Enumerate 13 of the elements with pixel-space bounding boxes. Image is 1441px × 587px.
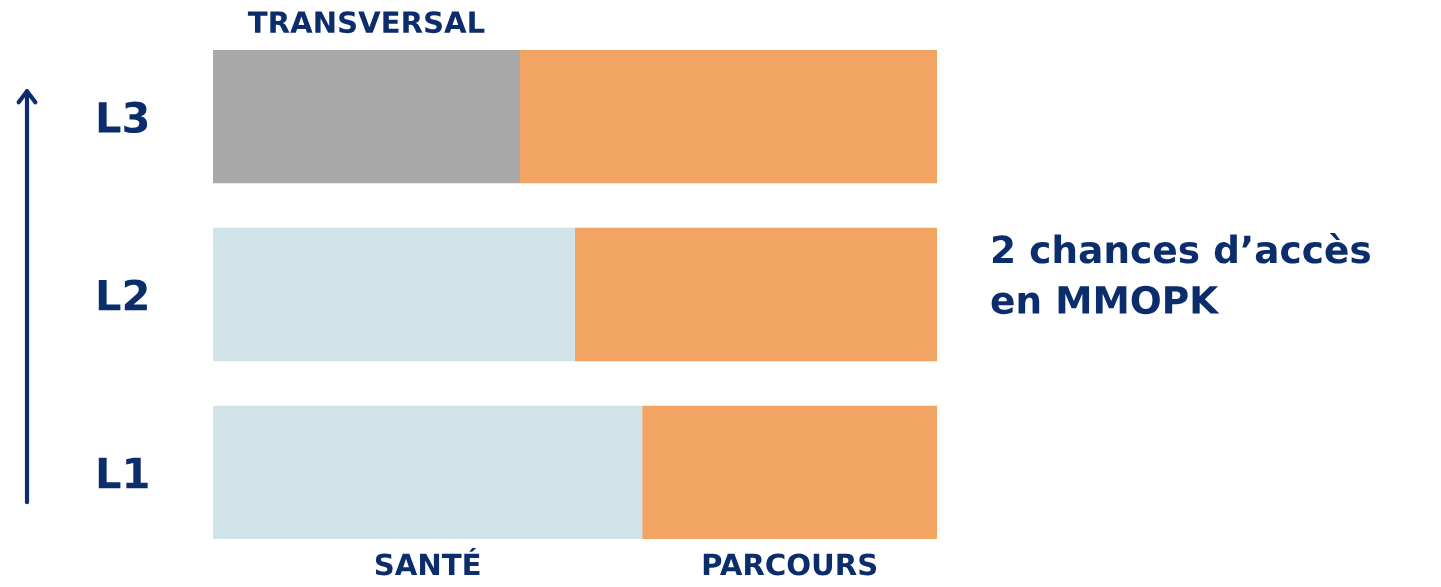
- bar: [642, 405, 937, 539]
- y-tick-label: L1: [98, 457, 148, 489]
- bar: [213, 227, 575, 362]
- y-tick-label: L2: [98, 279, 147, 311]
- bar: [575, 227, 937, 362]
- bar: [519, 50, 937, 184]
- bar: [213, 405, 643, 539]
- bar: [213, 50, 520, 184]
- text: 2 chances d’accès en MMOPK: [991, 233, 1370, 315]
- series-label: TRANSVERSAL: [247, 11, 485, 34]
- series-label: PARCOURS: [703, 553, 877, 576]
- y-tick-label: L3: [98, 101, 148, 134]
- series-label: SANTÉ: [375, 548, 480, 576]
